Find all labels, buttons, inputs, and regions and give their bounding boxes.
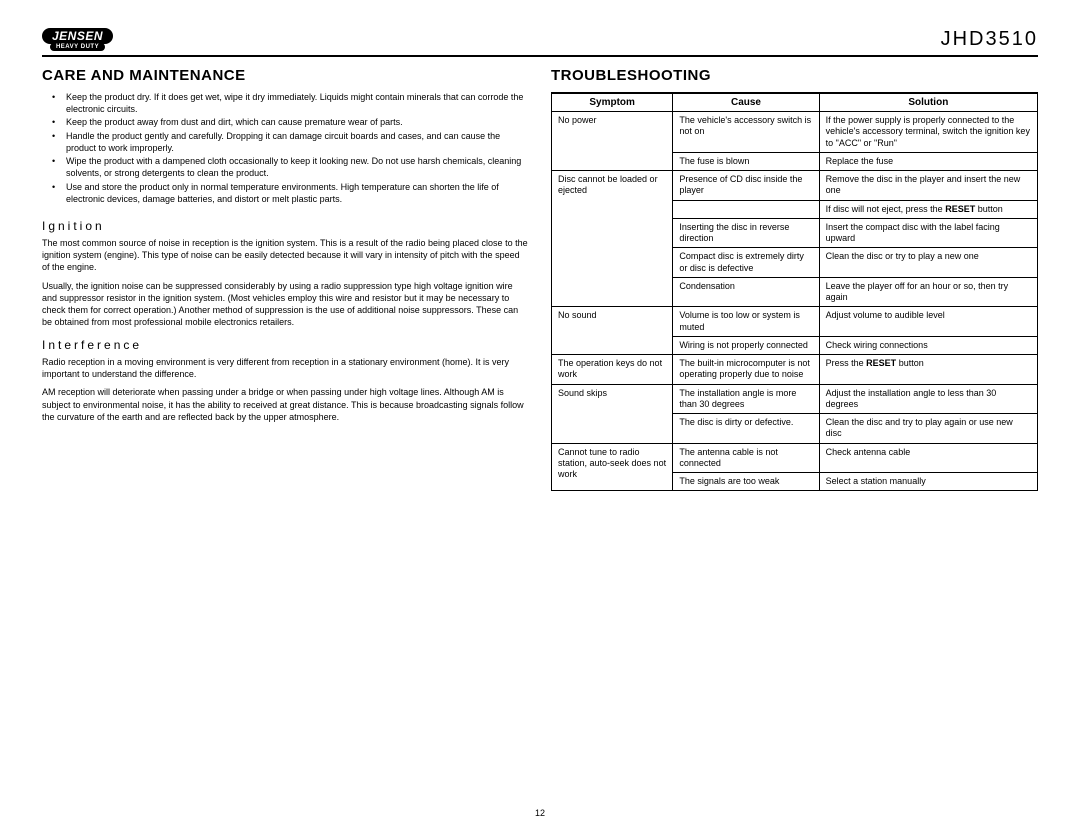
solution-cell: Leave the player off for an hour or so, … [819,277,1037,307]
table-row: Cannot tune to radio station, auto-seek … [552,443,1038,473]
symptom-cell: No sound [552,307,673,355]
solution-cell: Insert the compact disc with the label f… [819,218,1037,248]
solution-cell: If the power supply is properly connecte… [819,112,1037,153]
cause-cell: Condensation [673,277,819,307]
cause-cell [673,200,819,218]
care-bullets: Keep the product dry. If it does get wet… [66,92,529,205]
care-bullet: Wipe the product with a dampened cloth o… [66,156,529,179]
care-bullet: Handle the product gently and carefully.… [66,131,529,154]
symptom-cell: The operation keys do not work [552,355,673,385]
table-body: No powerThe vehicle's accessory switch i… [552,112,1038,491]
brand-logo: JENSEN HEAVY DUTY [42,28,113,51]
care-title: Care and Maintenance [42,67,529,84]
symptom-cell: Cannot tune to radio station, auto-seek … [552,443,673,491]
table-row: The operation keys do not workThe built-… [552,355,1038,385]
solution-cell: Remove the disc in the player and insert… [819,171,1037,201]
cause-cell: Wiring is not properly connected [673,336,819,354]
page-number: 12 [535,808,545,818]
solution-cell: If disc will not eject, press the RESET … [819,200,1037,218]
cause-cell: Compact disc is extremely dirty or disc … [673,248,819,278]
symptom-cell: No power [552,112,673,171]
symptom-cell: Disc cannot be loaded or ejected [552,171,673,307]
header: JENSEN HEAVY DUTY JHD3510 [42,28,1038,57]
troubleshooting-table: SymptomCauseSolution No powerThe vehicle… [551,92,1038,491]
interference-heading: Interference [42,338,529,352]
table-row: No powerThe vehicle's accessory switch i… [552,112,1038,153]
solution-cell: Clean the disc or try to play a new one [819,248,1037,278]
solution-cell: Select a station manually [819,473,1037,491]
solution-cell: Clean the disc and try to play again or … [819,414,1037,444]
interference-para-1: Radio reception in a moving environment … [42,356,529,380]
table-header: Symptom [552,93,673,112]
cause-cell: The signals are too weak [673,473,819,491]
logo-subbrand: HEAVY DUTY [50,43,105,51]
symptom-cell: Sound skips [552,384,673,443]
cause-cell: Volume is too low or system is muted [673,307,819,337]
solution-cell: Replace the fuse [819,152,1037,170]
troubleshooting-title: Troubleshooting [551,67,1038,84]
cause-cell: The vehicle's accessory switch is not on [673,112,819,153]
cause-cell: The antenna cable is not connected [673,443,819,473]
care-bullet: Keep the product away from dust and dirt… [66,117,529,129]
solution-cell: Check antenna cable [819,443,1037,473]
table-header: Cause [673,93,819,112]
ignition-heading: Ignition [42,219,529,233]
cause-cell: Presence of CD disc inside the player [673,171,819,201]
left-column: Care and Maintenance Keep the product dr… [42,67,529,491]
solution-cell: Adjust volume to audible level [819,307,1037,337]
table-row: Sound skipsThe installation angle is mor… [552,384,1038,414]
model-number: JHD3510 [941,28,1038,51]
interference-para-2: AM reception will deteriorate when passi… [42,386,529,422]
table-header-row: SymptomCauseSolution [552,93,1038,112]
solution-cell: Check wiring connections [819,336,1037,354]
logo-brand: JENSEN [42,28,113,44]
care-bullet: Keep the product dry. If it does get wet… [66,92,529,115]
cause-cell: Inserting the disc in reverse direction [673,218,819,248]
table-row: No soundVolume is too low or system is m… [552,307,1038,337]
cause-cell: The installation angle is more than 30 d… [673,384,819,414]
solution-cell: Adjust the installation angle to less th… [819,384,1037,414]
right-column: Troubleshooting SymptomCauseSolution No … [551,67,1038,491]
ignition-para-1: The most common source of noise in recep… [42,237,529,273]
cause-cell: The fuse is blown [673,152,819,170]
table-header: Solution [819,93,1037,112]
cause-cell: The built-in microcomputer is not operat… [673,355,819,385]
care-bullet: Use and store the product only in normal… [66,182,529,205]
cause-cell: The disc is dirty or defective. [673,414,819,444]
solution-cell: Press the RESET button [819,355,1037,385]
content-columns: Care and Maintenance Keep the product dr… [42,67,1038,491]
ignition-para-2: Usually, the ignition noise can be suppr… [42,280,529,329]
table-row: Disc cannot be loaded or ejectedPresence… [552,171,1038,201]
